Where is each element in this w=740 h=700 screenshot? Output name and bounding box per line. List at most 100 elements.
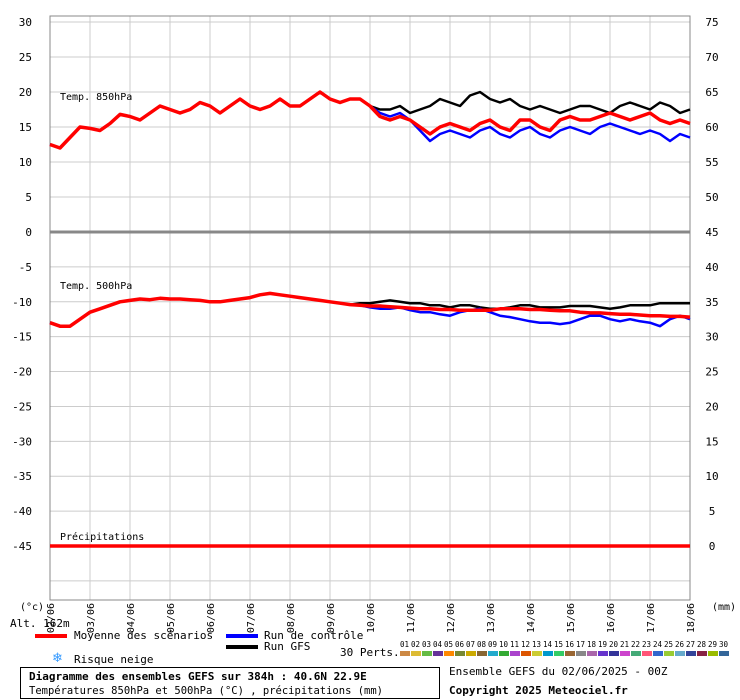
perturbation-code: 26 xyxy=(675,640,685,649)
x-tick-label: 09/06 xyxy=(326,603,337,633)
x-tick-label: 17/06 xyxy=(646,603,657,633)
x-unit-left: (°c) xyxy=(20,602,44,613)
perturbation-swatch xyxy=(576,651,586,656)
x-tick-label: 15/06 xyxy=(566,603,577,633)
perturbation-code: 23 xyxy=(642,640,652,649)
perturbation-swatch xyxy=(565,651,575,656)
left-tick-label: -10 xyxy=(12,296,32,309)
precip-panel-label: Précipitations xyxy=(60,531,144,543)
x-tick-label: 08/06 xyxy=(286,603,297,633)
perturbation-code: 08 xyxy=(477,640,487,649)
right-tick-label: 10 xyxy=(705,470,718,483)
left-tick-label: 10 xyxy=(19,156,32,169)
perturbation-swatch xyxy=(499,651,509,656)
control-legend-label: Run de contrôle xyxy=(264,629,364,642)
x-tick-label: 05/06 xyxy=(166,603,177,633)
ensemble-chart: 30252015105075706560555045-5-10-15-20-25… xyxy=(10,15,736,633)
left-tick-label: -40 xyxy=(12,505,32,518)
perturbation-code: 05 xyxy=(444,640,454,649)
right-tick-label: 0 xyxy=(709,540,716,553)
altitude-label: Alt. 162m xyxy=(10,617,70,630)
perturbation-code: 13 xyxy=(532,640,542,649)
mean-t500-line xyxy=(49,291,691,328)
perturbation-swatch xyxy=(532,651,542,656)
mean-t850-line xyxy=(49,90,691,150)
x-tick-label: 10/06 xyxy=(366,603,377,633)
perturbation-code: 18 xyxy=(587,640,597,649)
perturbation-code: 11 xyxy=(510,640,520,649)
perturbation-code: 16 xyxy=(565,640,575,649)
right-tick-label: 50 xyxy=(705,191,718,204)
perturbation-code: 07 xyxy=(466,640,476,649)
perturbation-swatch xyxy=(433,651,443,656)
perturbation-swatch xyxy=(708,651,718,656)
x-tick-label: 03/06 xyxy=(86,603,97,633)
left-tick-label: -30 xyxy=(12,435,32,448)
perturbation-swatch xyxy=(543,651,553,656)
perturbation-code: 21 xyxy=(620,640,630,649)
right-tick-label: 15 xyxy=(705,435,718,448)
right-tick-label: 45 xyxy=(705,226,718,239)
perturbation-swatch xyxy=(697,651,707,656)
chart-title-box: Diagramme des ensembles GEFS sur 384h : … xyxy=(20,667,440,699)
right-tick-label: 35 xyxy=(705,296,718,309)
perturbation-swatch xyxy=(422,651,432,656)
left-tick-label: -5 xyxy=(19,261,32,274)
perturbation-swatch xyxy=(620,651,630,656)
run-info: Ensemble GEFS du 02/06/2025 - 00Z xyxy=(449,665,668,678)
control-legend-swatch xyxy=(226,634,258,638)
left-tick-label: 20 xyxy=(19,86,32,99)
perturbation-swatch xyxy=(642,651,652,656)
perturbation-code: 04 xyxy=(433,640,443,649)
left-tick-label: -25 xyxy=(12,400,32,413)
t850-panel-label: Temp. 850hPa xyxy=(60,92,132,103)
chart-title: Diagramme des ensembles GEFS sur 384h : … xyxy=(29,670,367,683)
perturbation-swatch xyxy=(455,651,465,656)
perturbation-code: 29 xyxy=(708,640,718,649)
right-tick-label: 70 xyxy=(705,51,718,64)
x-tick-label: 04/06 xyxy=(126,603,137,633)
perturbation-swatch xyxy=(686,651,696,656)
x-tick-label: 06/06 xyxy=(206,603,217,633)
left-tick-label: -45 xyxy=(12,540,32,553)
perturbation-swatch xyxy=(587,651,597,656)
perturbation-swatch xyxy=(510,651,520,656)
left-tick-label: 15 xyxy=(19,121,32,134)
perturbation-swatch xyxy=(411,651,421,656)
x-tick-label: 18/06 xyxy=(686,603,697,633)
plot-frame xyxy=(49,15,691,601)
perturbation-code: 10 xyxy=(499,640,509,649)
snow-risk-label: Risque neige xyxy=(74,653,154,666)
chart-subtitle: Températures 850hPa et 500hPa (°C) , pré… xyxy=(29,685,384,697)
x-tick-label: 07/06 xyxy=(246,603,257,633)
perturbation-swatch xyxy=(609,651,619,656)
perturbation-code: 06 xyxy=(455,640,465,649)
left-tick-label: -35 xyxy=(12,470,32,483)
t500-panel-label: Temp. 500hPa xyxy=(60,281,132,292)
perturbation-swatch xyxy=(653,651,663,656)
x-tick-label: 16/06 xyxy=(606,603,617,633)
perturbation-code: 27 xyxy=(686,640,696,649)
x-tick-label: 14/06 xyxy=(526,603,537,633)
perturbation-code: 20 xyxy=(609,640,619,649)
copyright: Copyright 2025 Meteociel.fr xyxy=(449,684,628,697)
right-tick-label: 30 xyxy=(705,331,718,344)
right-tick-label: 65 xyxy=(705,86,718,99)
perturbation-code: 14 xyxy=(543,640,553,649)
perturbation-swatch xyxy=(664,651,674,656)
x-tick-label: 13/06 xyxy=(486,603,497,633)
x-tick-label: 12/06 xyxy=(446,603,457,633)
right-tick-label: 25 xyxy=(705,366,718,379)
perturbation-code: 25 xyxy=(664,640,674,649)
perturbation-code: 15 xyxy=(554,640,564,649)
left-tick-label: 0 xyxy=(25,226,32,239)
right-tick-label: 40 xyxy=(705,261,718,274)
gfs-legend-swatch xyxy=(226,645,258,649)
perturbation-code: 24 xyxy=(653,640,663,649)
perturbation-swatch xyxy=(477,651,487,656)
perturbation-swatch xyxy=(444,651,454,656)
x-tick-label: 11/06 xyxy=(406,603,417,633)
perturbation-code: 17 xyxy=(576,640,586,649)
right-tick-label: 75 xyxy=(705,16,718,29)
perturbation-code: 02 xyxy=(411,640,421,649)
